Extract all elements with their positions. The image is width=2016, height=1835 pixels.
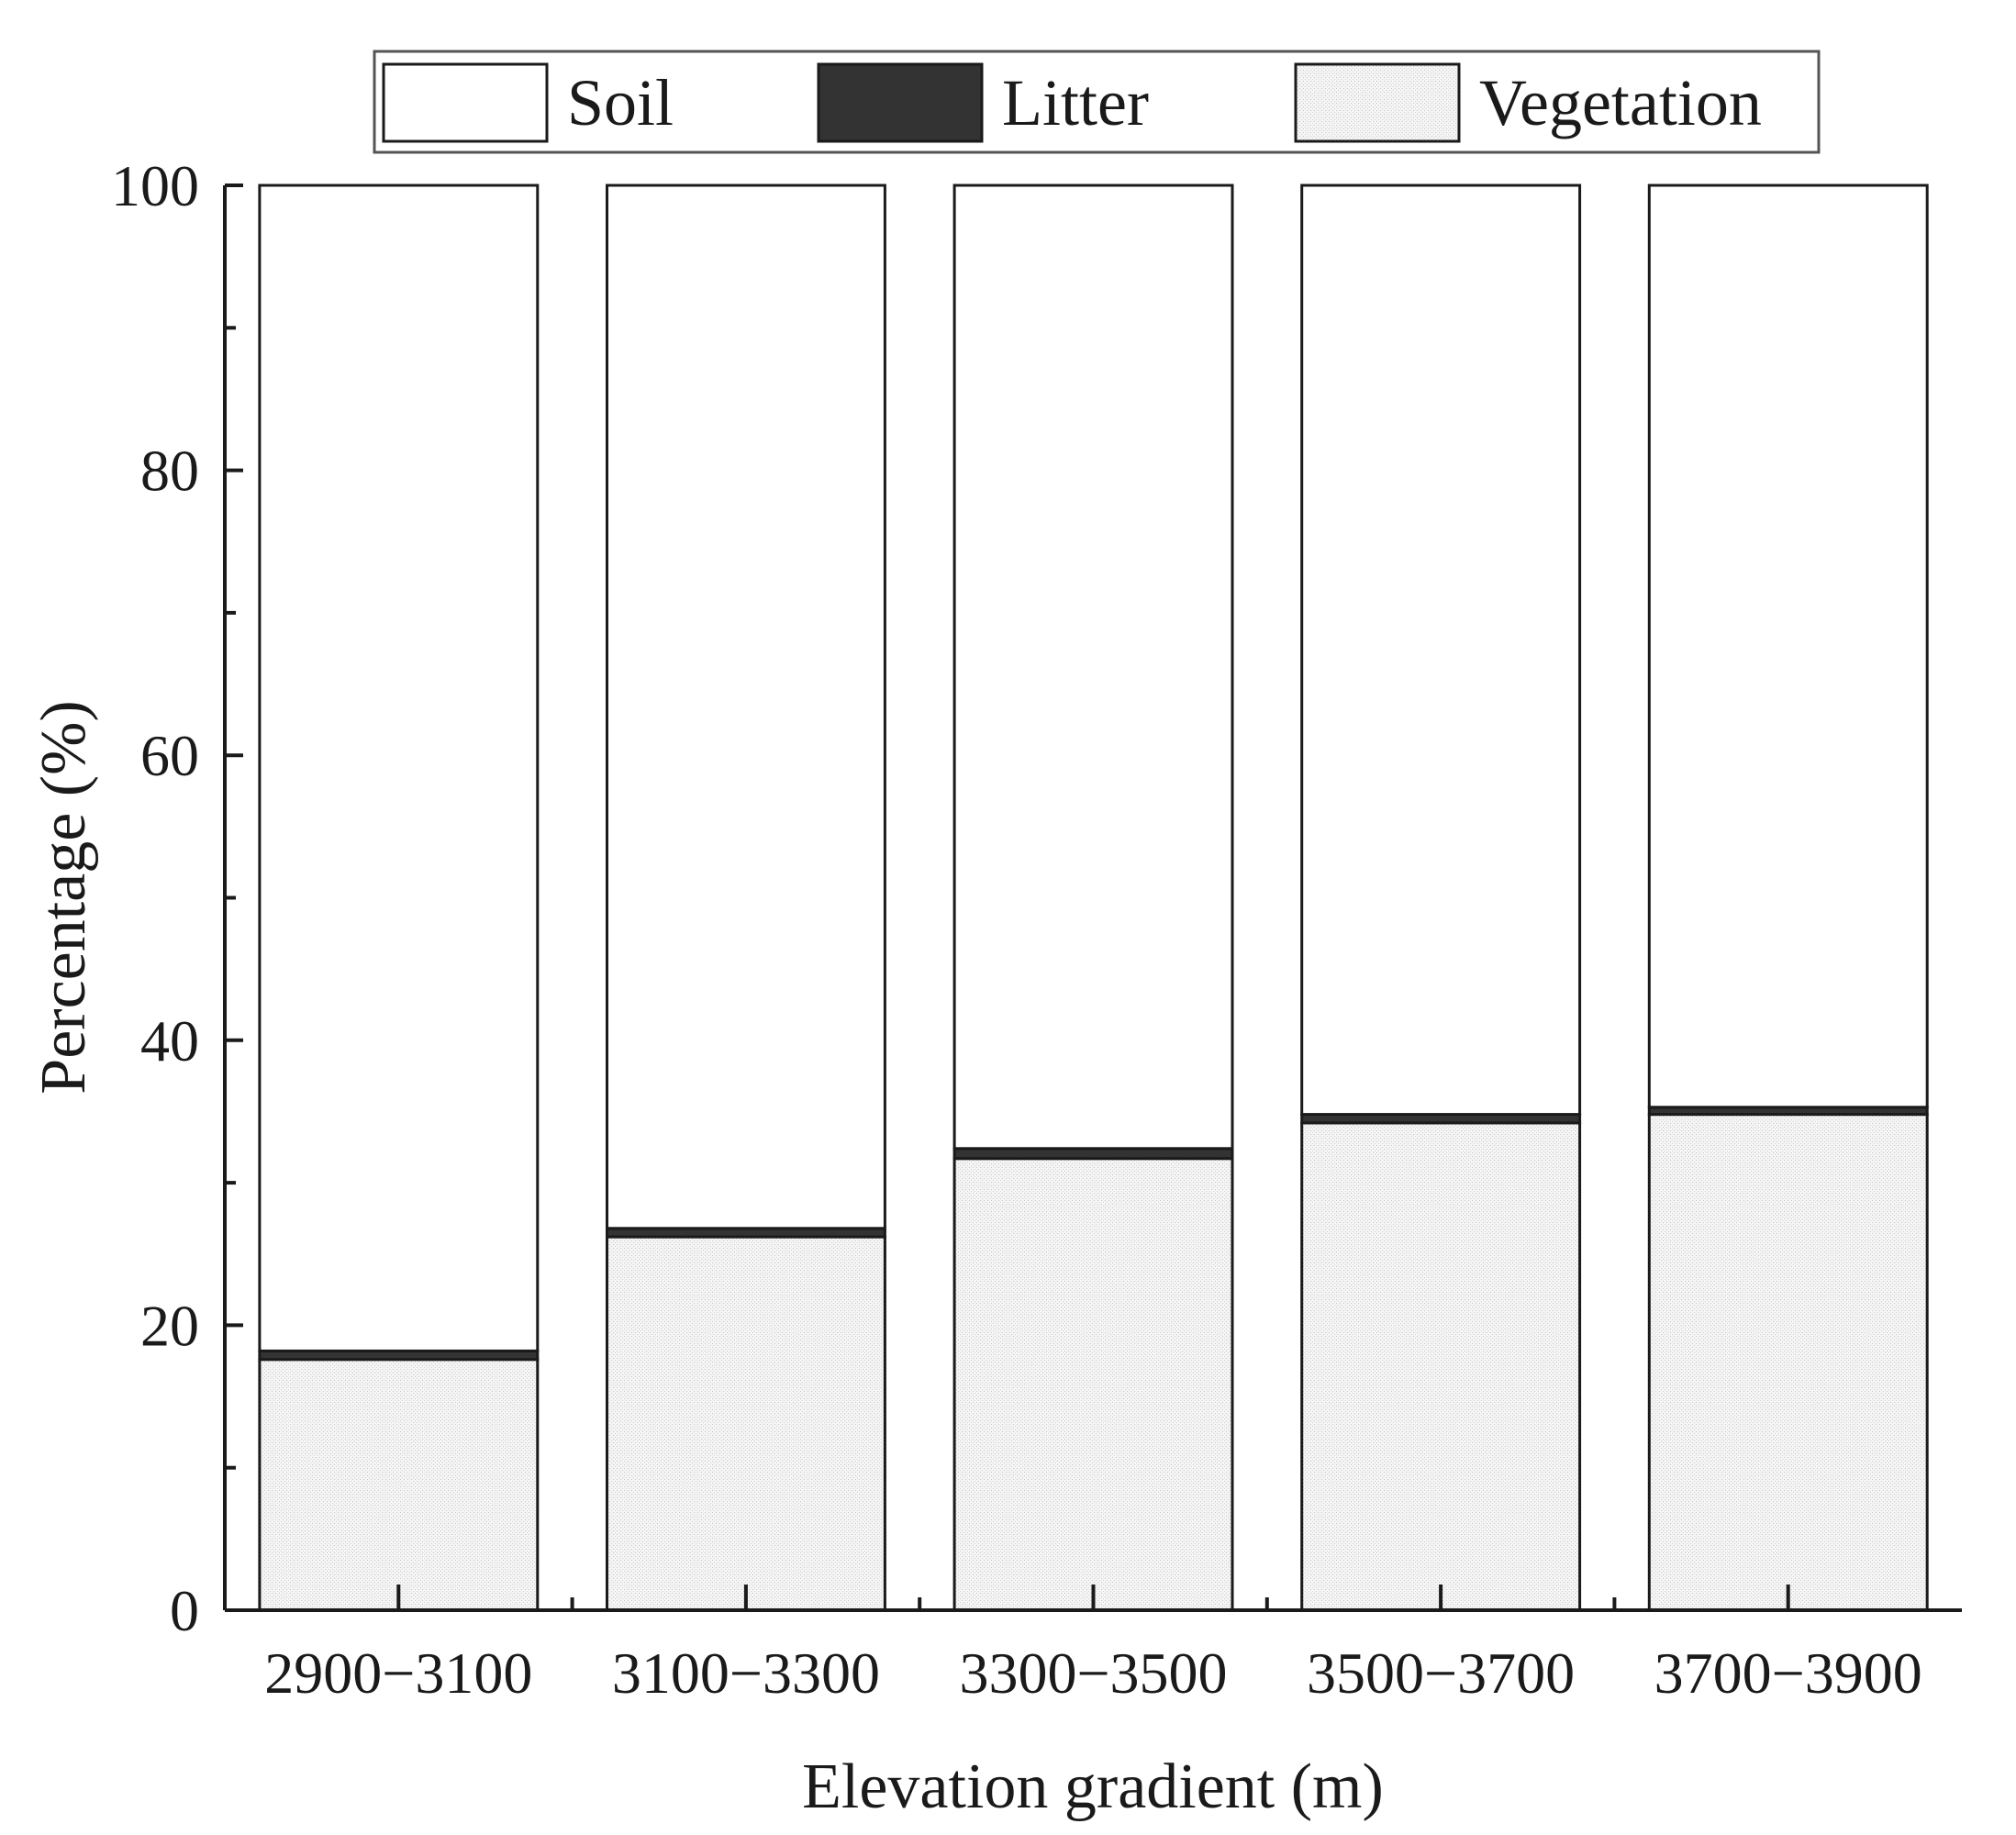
y-tick-label: 80 [140,439,199,504]
bar-vegetation-2 [606,1235,886,1612]
bar-vegetation-5 [1647,1113,1929,1612]
x-tick-label: 3100−3300 [612,1640,880,1706]
y-ticks: 0 20 40 60 80 100 [111,153,243,1643]
legend-label-soil: Soil [567,66,674,139]
y-tick-label: 100 [111,153,199,218]
legend-label-litter: Litter [1002,66,1149,139]
y-tick-label: 40 [140,1008,199,1073]
legend-swatch-soil [382,62,549,143]
bar-soil-4 [1300,184,1582,1117]
legend-frame [373,50,1821,154]
bar-litter-3 [952,1147,1234,1161]
x-ticks: 2900−3100 3100−3300 3300−3500 3500−3700 3700… [264,1585,1922,1706]
bar-soil-1 [258,184,540,1352]
bar-soil-2 [606,184,886,1230]
y-tick-label: 0 [170,1578,199,1643]
x-tick-label: 3700−3900 [1654,1640,1922,1706]
bar-soil-5 [1647,184,1929,1109]
x-axis-title: Elevation gradient (m) [802,1752,1384,1822]
bar-vegetation-3 [952,1157,1234,1612]
bar-soil-3 [952,184,1234,1151]
legend: Soil Litter Vegetation [373,50,1821,154]
bar-vegetation-1 [258,1358,540,1612]
bars [258,184,1929,1612]
bar-vegetation-4 [1300,1121,1582,1612]
x-tick-label: 3500−3700 [1307,1640,1575,1706]
y-tick-label: 20 [140,1293,199,1358]
x-tick-label: 2900−3100 [264,1640,532,1706]
x-tick-label: 3300−3500 [959,1640,1227,1706]
y-tick-label: 60 [140,723,199,788]
y-axis-title: Percentage (%) [28,700,99,1094]
legend-swatch-litter [817,62,984,143]
legend-swatch-vegetation [1294,62,1461,143]
legend-label-vegetation: Vegetation [1479,66,1762,139]
